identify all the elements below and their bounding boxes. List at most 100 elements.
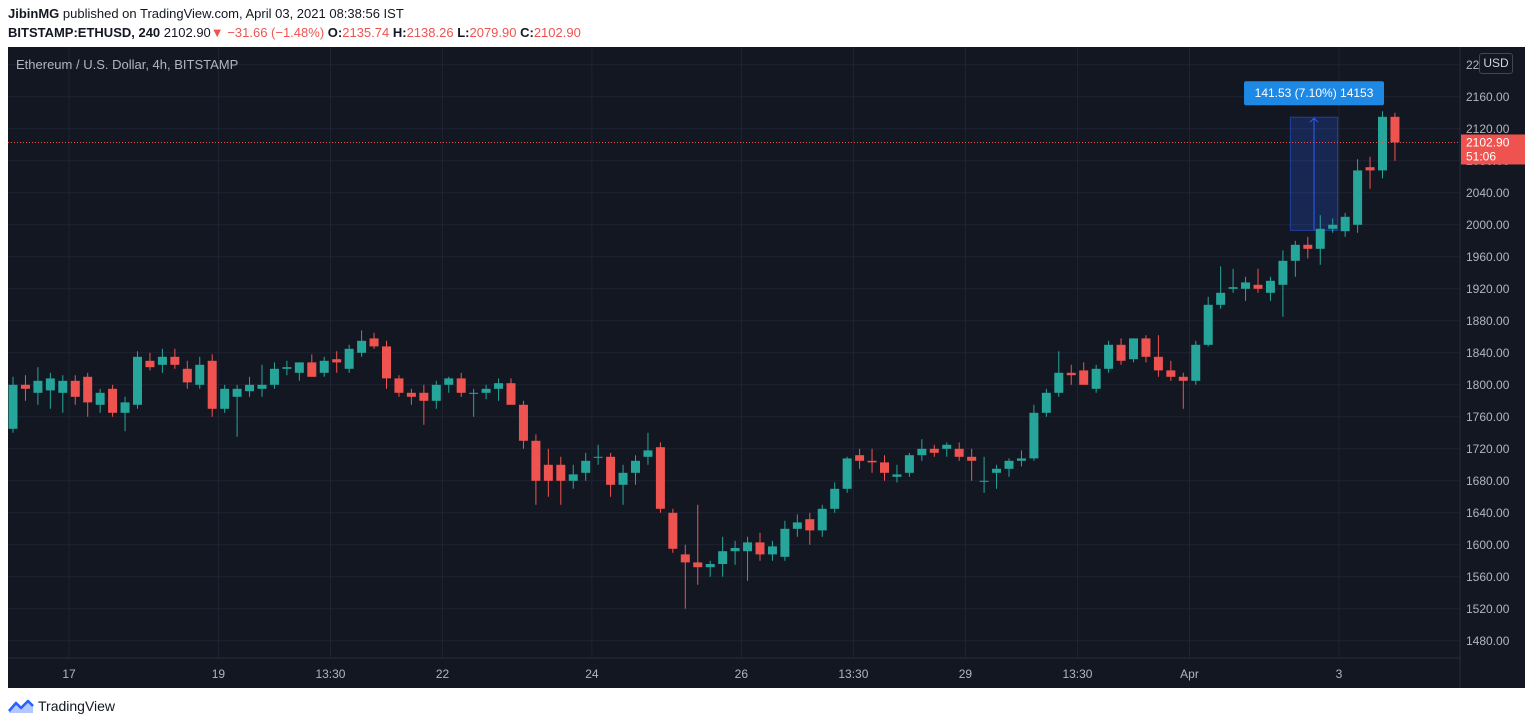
candle-down [855,455,865,461]
candle-down [1141,338,1151,357]
candle-down [20,384,30,389]
price-tick-label: 1920.00 [1466,282,1510,296]
candle-down [182,368,192,383]
measure-label-bg [1244,81,1385,106]
candle-up [95,392,105,405]
price-tick-label: 2040.00 [1466,186,1510,200]
candle-up [767,546,777,555]
candle-down [145,360,155,368]
chart-panel[interactable]: 1480.00 1520.00 1560.00 1600.00 1640.00 1680.… [8,47,1525,688]
last-price: 2102.90 [163,25,211,40]
price-tick-label: 1480.00 [1466,634,1510,648]
candle-up [282,367,292,369]
candle-up [643,450,653,457]
candle-up [1091,368,1101,389]
candle-down [518,404,528,441]
candle-up [120,402,130,413]
time-tick-label: 26 [735,667,749,681]
candle-up [743,542,753,552]
candle-up [892,474,902,477]
candle-down [70,380,80,397]
candle-up [1340,216,1350,232]
candle-down [1178,376,1188,381]
candle-up [1054,372,1064,393]
price-tick-label: 1800.00 [1466,378,1510,392]
author-name[interactable]: JibinMG [8,6,60,21]
price-change: −31.66 (−1.48%) [227,25,325,40]
symbol-label: BITSTAMP:ETHUSD, 240 [8,25,161,40]
time-tick-label: 13:30 [1062,667,1092,681]
close-value: 2102.90 [533,25,581,40]
price-tick-label: 2000.00 [1466,218,1510,232]
candle-down [369,338,379,347]
candle-down [967,456,977,461]
candle-up [581,460,591,473]
candle-down [394,378,404,393]
candle-down [456,378,466,393]
candle-up [444,378,454,385]
candle-up [245,384,255,392]
candle-up [618,472,628,485]
price-tick-label: 2120.00 [1466,122,1510,136]
candle-down [108,388,118,413]
candle-down [1153,356,1163,371]
candle-up [8,384,18,429]
candle-up [1315,228,1325,249]
candle-up [357,340,367,353]
candle-up [817,508,827,531]
candle-down [1390,116,1400,143]
candle-up [992,468,1002,473]
candle-down [531,440,541,481]
candle-up [344,348,354,369]
candle-up [431,384,441,401]
last-price-label-bg [1461,134,1525,165]
time-tick-label: 17 [62,667,76,681]
candle-up [631,460,640,473]
price-tick-label: 1760.00 [1466,410,1510,424]
candle-up [718,551,728,564]
candle-up [1228,287,1238,289]
candle-up [942,444,952,449]
candle-down [680,554,690,563]
candle-down [83,376,93,403]
tradingview-brand: TradingView [38,698,116,714]
candle-up [1104,344,1114,369]
candle-up [257,384,267,389]
price-tick-label: 1520.00 [1466,602,1510,616]
open-label: O: [327,25,343,40]
candle-down [419,392,429,401]
measure-label: 141.53 (7.10%) 14153 [1244,81,1385,106]
candle-down [207,360,217,409]
price-tick-label: 1960.00 [1466,250,1510,264]
candle-down [170,356,180,365]
currency-button[interactable]: USD [1479,53,1513,74]
measure-label-text: 141.53 (7.10%) 14153 [1255,86,1374,100]
candlestick-chart[interactable]: 1480.00 1520.00 1560.00 1600.00 1640.00 1680.… [8,47,1525,688]
candle-up [1216,292,1226,305]
candle-up [1203,304,1213,345]
candle-up [1265,280,1275,293]
candle-down [307,362,317,377]
candle-up [1016,458,1026,461]
price-tick-label: 1560.00 [1466,570,1510,584]
time-tick-label: 24 [585,667,599,681]
price-tick-label: 1880.00 [1466,314,1510,328]
high-value: 2138.26 [406,25,454,40]
candle-down [1166,370,1176,377]
candle-up [780,528,790,557]
low-value: 2079.90 [469,25,517,40]
candle-down [382,346,391,379]
candle-down [693,562,703,568]
candle-up [481,388,491,393]
candle-up [195,364,205,385]
candle-down [406,392,416,397]
candle-up [494,383,504,389]
candle-down [880,462,889,473]
price-tick-label: 2160.00 [1466,90,1510,104]
published-text: published on TradingView.com, April 03, … [62,6,404,21]
close-label: C: [520,25,534,40]
candle-up [917,448,927,456]
candle-down [606,456,616,485]
price-tick-label: 1640.00 [1466,506,1510,520]
